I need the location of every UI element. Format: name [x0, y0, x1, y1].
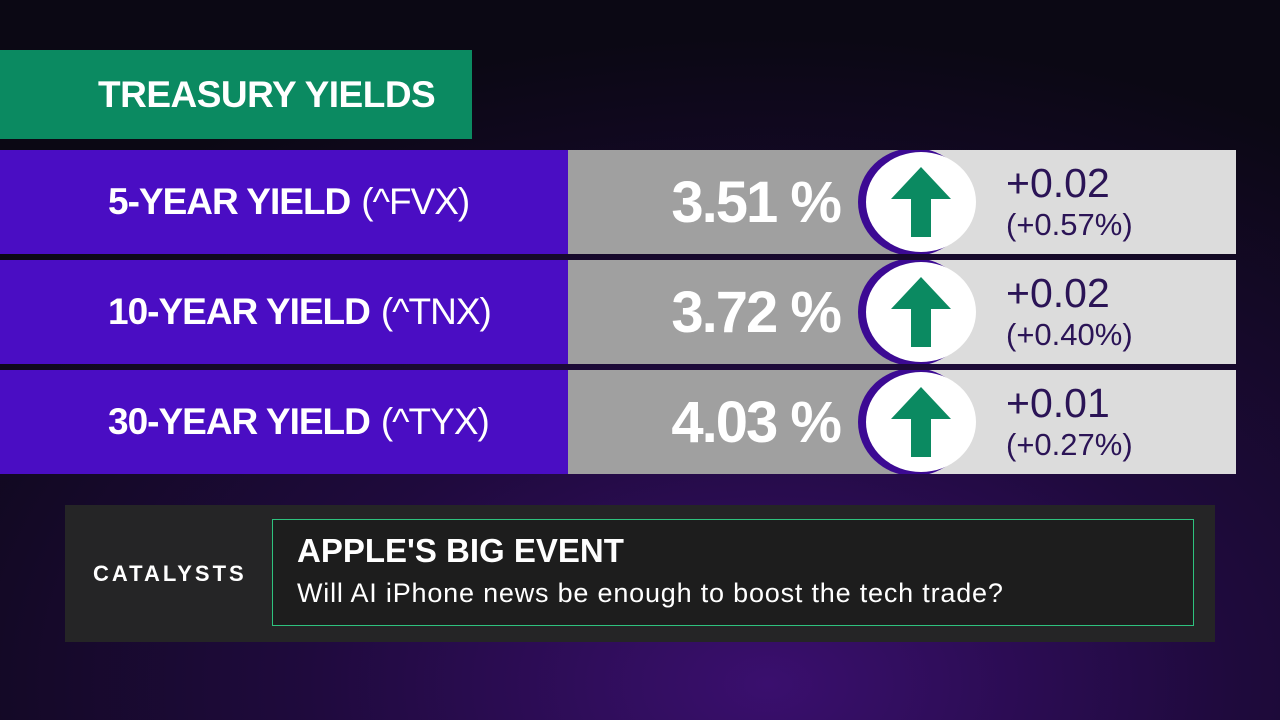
arrow-up-icon — [891, 277, 951, 347]
yield-label-panel: 30-YEAR YIELD (^TYX) — [0, 370, 568, 474]
catalyst-story-box: APPLE'S BIG EVENT Will AI iPhone news be… — [272, 519, 1194, 626]
title-banner: TREASURY YIELDS — [0, 50, 472, 139]
yield-row-5-year: 5-YEAR YIELD (^FVX) 3.51 % +0.02 (+0.57%… — [0, 150, 1236, 254]
yield-name: 30-YEAR YIELD — [108, 401, 371, 442]
yield-label-panel: 5-YEAR YIELD (^FVX) — [0, 150, 568, 254]
catalysts-bar: CATALYSTS APPLE'S BIG EVENT Will AI iPho… — [65, 505, 1215, 642]
yield-row-10-year: 10-YEAR YIELD (^TNX) 3.72 % +0.02 (+0.40… — [0, 260, 1236, 364]
catalyst-subtitle: Will AI iPhone news be enough to boost t… — [297, 578, 1004, 608]
change-block: +0.02 (+0.40%) — [1006, 260, 1133, 364]
change-value: +0.02 — [1006, 270, 1110, 316]
change-percent: (+0.57%) — [1006, 207, 1133, 242]
arrow-up-icon — [891, 387, 951, 457]
yield-value: 3.72 % — [671, 279, 842, 345]
change-value: +0.02 — [1006, 160, 1110, 206]
yield-name: 5-YEAR YIELD — [108, 181, 351, 222]
yield-label-panel: 10-YEAR YIELD (^TNX) — [0, 260, 568, 364]
change-percent: (+0.27%) — [1006, 427, 1133, 462]
arrow-badge — [866, 152, 976, 252]
yield-ticker: (^FVX) — [361, 181, 470, 222]
arrow-badge — [866, 262, 976, 362]
change-value: +0.01 — [1006, 380, 1110, 426]
arrow-up-icon — [891, 167, 951, 237]
yield-ticker: (^TYX) — [380, 401, 490, 442]
yield-value-panel: 3.72 % +0.02 (+0.40%) — [568, 260, 1236, 364]
arrow-badge — [866, 372, 976, 472]
catalysts-label: CATALYSTS — [93, 560, 247, 586]
change-percent: (+0.40%) — [1006, 317, 1133, 352]
change-block: +0.02 (+0.57%) — [1006, 150, 1133, 254]
catalyst-headline: APPLE'S BIG EVENT — [297, 532, 624, 569]
yield-name: 10-YEAR YIELD — [108, 291, 371, 332]
yield-value-panel: 3.51 % +0.02 (+0.57%) — [568, 150, 1236, 254]
yield-value: 3.51 % — [671, 169, 842, 235]
change-block: +0.01 (+0.27%) — [1006, 370, 1133, 474]
yield-row-30-year: 30-YEAR YIELD (^TYX) 4.03 % +0.01 (+0.27… — [0, 370, 1236, 474]
yield-value: 4.03 % — [671, 389, 842, 455]
page-title: TREASURY YIELDS — [98, 73, 436, 115]
yield-value-panel: 4.03 % +0.01 (+0.27%) — [568, 370, 1236, 474]
yields-table: 5-YEAR YIELD (^FVX) 3.51 % +0.02 (+0.57%… — [0, 150, 1236, 480]
yield-ticker: (^TNX) — [380, 291, 492, 332]
